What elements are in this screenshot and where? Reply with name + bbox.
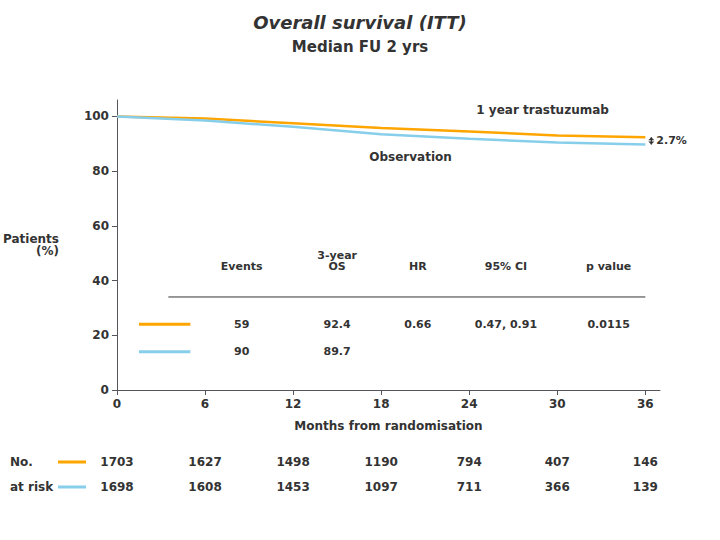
svg-text:60: 60	[92, 219, 109, 233]
svg-text:1453: 1453	[276, 480, 309, 494]
svg-text:1608: 1608	[188, 480, 221, 494]
svg-text:1097: 1097	[364, 480, 397, 494]
svg-text:146: 146	[633, 455, 658, 469]
svg-text:3-year: 3-year	[317, 249, 357, 263]
svg-text:p value: p value	[586, 260, 631, 273]
svg-text:at risk: at risk	[10, 480, 54, 494]
svg-text:24: 24	[461, 397, 478, 411]
svg-text:92.4: 92.4	[324, 318, 351, 331]
svg-text:89.7: 89.7	[324, 345, 351, 358]
svg-text:794: 794	[457, 455, 482, 469]
svg-text:HR: HR	[409, 260, 427, 273]
svg-text:(%): (%)	[36, 244, 59, 258]
svg-text:Observation: Observation	[369, 150, 452, 164]
svg-text:90: 90	[234, 345, 250, 358]
svg-text:1498: 1498	[276, 455, 309, 469]
svg-text:2.7%: 2.7%	[656, 134, 687, 147]
svg-text:Overall survival (ITT): Overall survival (ITT)	[253, 12, 467, 33]
svg-text:No.: No.	[10, 455, 33, 469]
svg-text:100: 100	[84, 109, 109, 123]
svg-text:0.66: 0.66	[404, 318, 431, 331]
svg-text:12: 12	[285, 397, 302, 411]
svg-text:80: 80	[92, 164, 109, 178]
svg-text:36: 36	[637, 397, 654, 411]
svg-text:20: 20	[92, 328, 109, 342]
svg-text:0: 0	[101, 383, 109, 397]
svg-text:Events: Events	[221, 260, 263, 273]
svg-text:6: 6	[201, 397, 209, 411]
svg-text:59: 59	[234, 318, 249, 331]
svg-text:139: 139	[633, 480, 658, 494]
svg-text:711: 711	[457, 480, 482, 494]
svg-text:OS: OS	[328, 260, 345, 273]
svg-text:1 year trastuzumab: 1 year trastuzumab	[476, 103, 609, 117]
svg-text:Months from randomisation: Months from randomisation	[294, 419, 482, 433]
svg-text:Median FU 2 yrs: Median FU 2 yrs	[292, 38, 428, 56]
svg-text:30: 30	[549, 397, 566, 411]
svg-text:18: 18	[373, 397, 390, 411]
svg-text:40: 40	[92, 274, 109, 288]
svg-text:0: 0	[113, 397, 121, 411]
svg-text:Patients: Patients	[3, 232, 59, 246]
svg-text:1698: 1698	[100, 480, 133, 494]
svg-text:0.47, 0.91: 0.47, 0.91	[475, 318, 537, 331]
svg-text:407: 407	[545, 455, 570, 469]
svg-text:1190: 1190	[364, 455, 397, 469]
svg-text:1627: 1627	[188, 455, 221, 469]
svg-text:95% CI: 95% CI	[485, 260, 527, 273]
svg-text:1703: 1703	[100, 455, 133, 469]
svg-text:366: 366	[545, 480, 570, 494]
svg-text:0.0115: 0.0115	[587, 318, 629, 331]
